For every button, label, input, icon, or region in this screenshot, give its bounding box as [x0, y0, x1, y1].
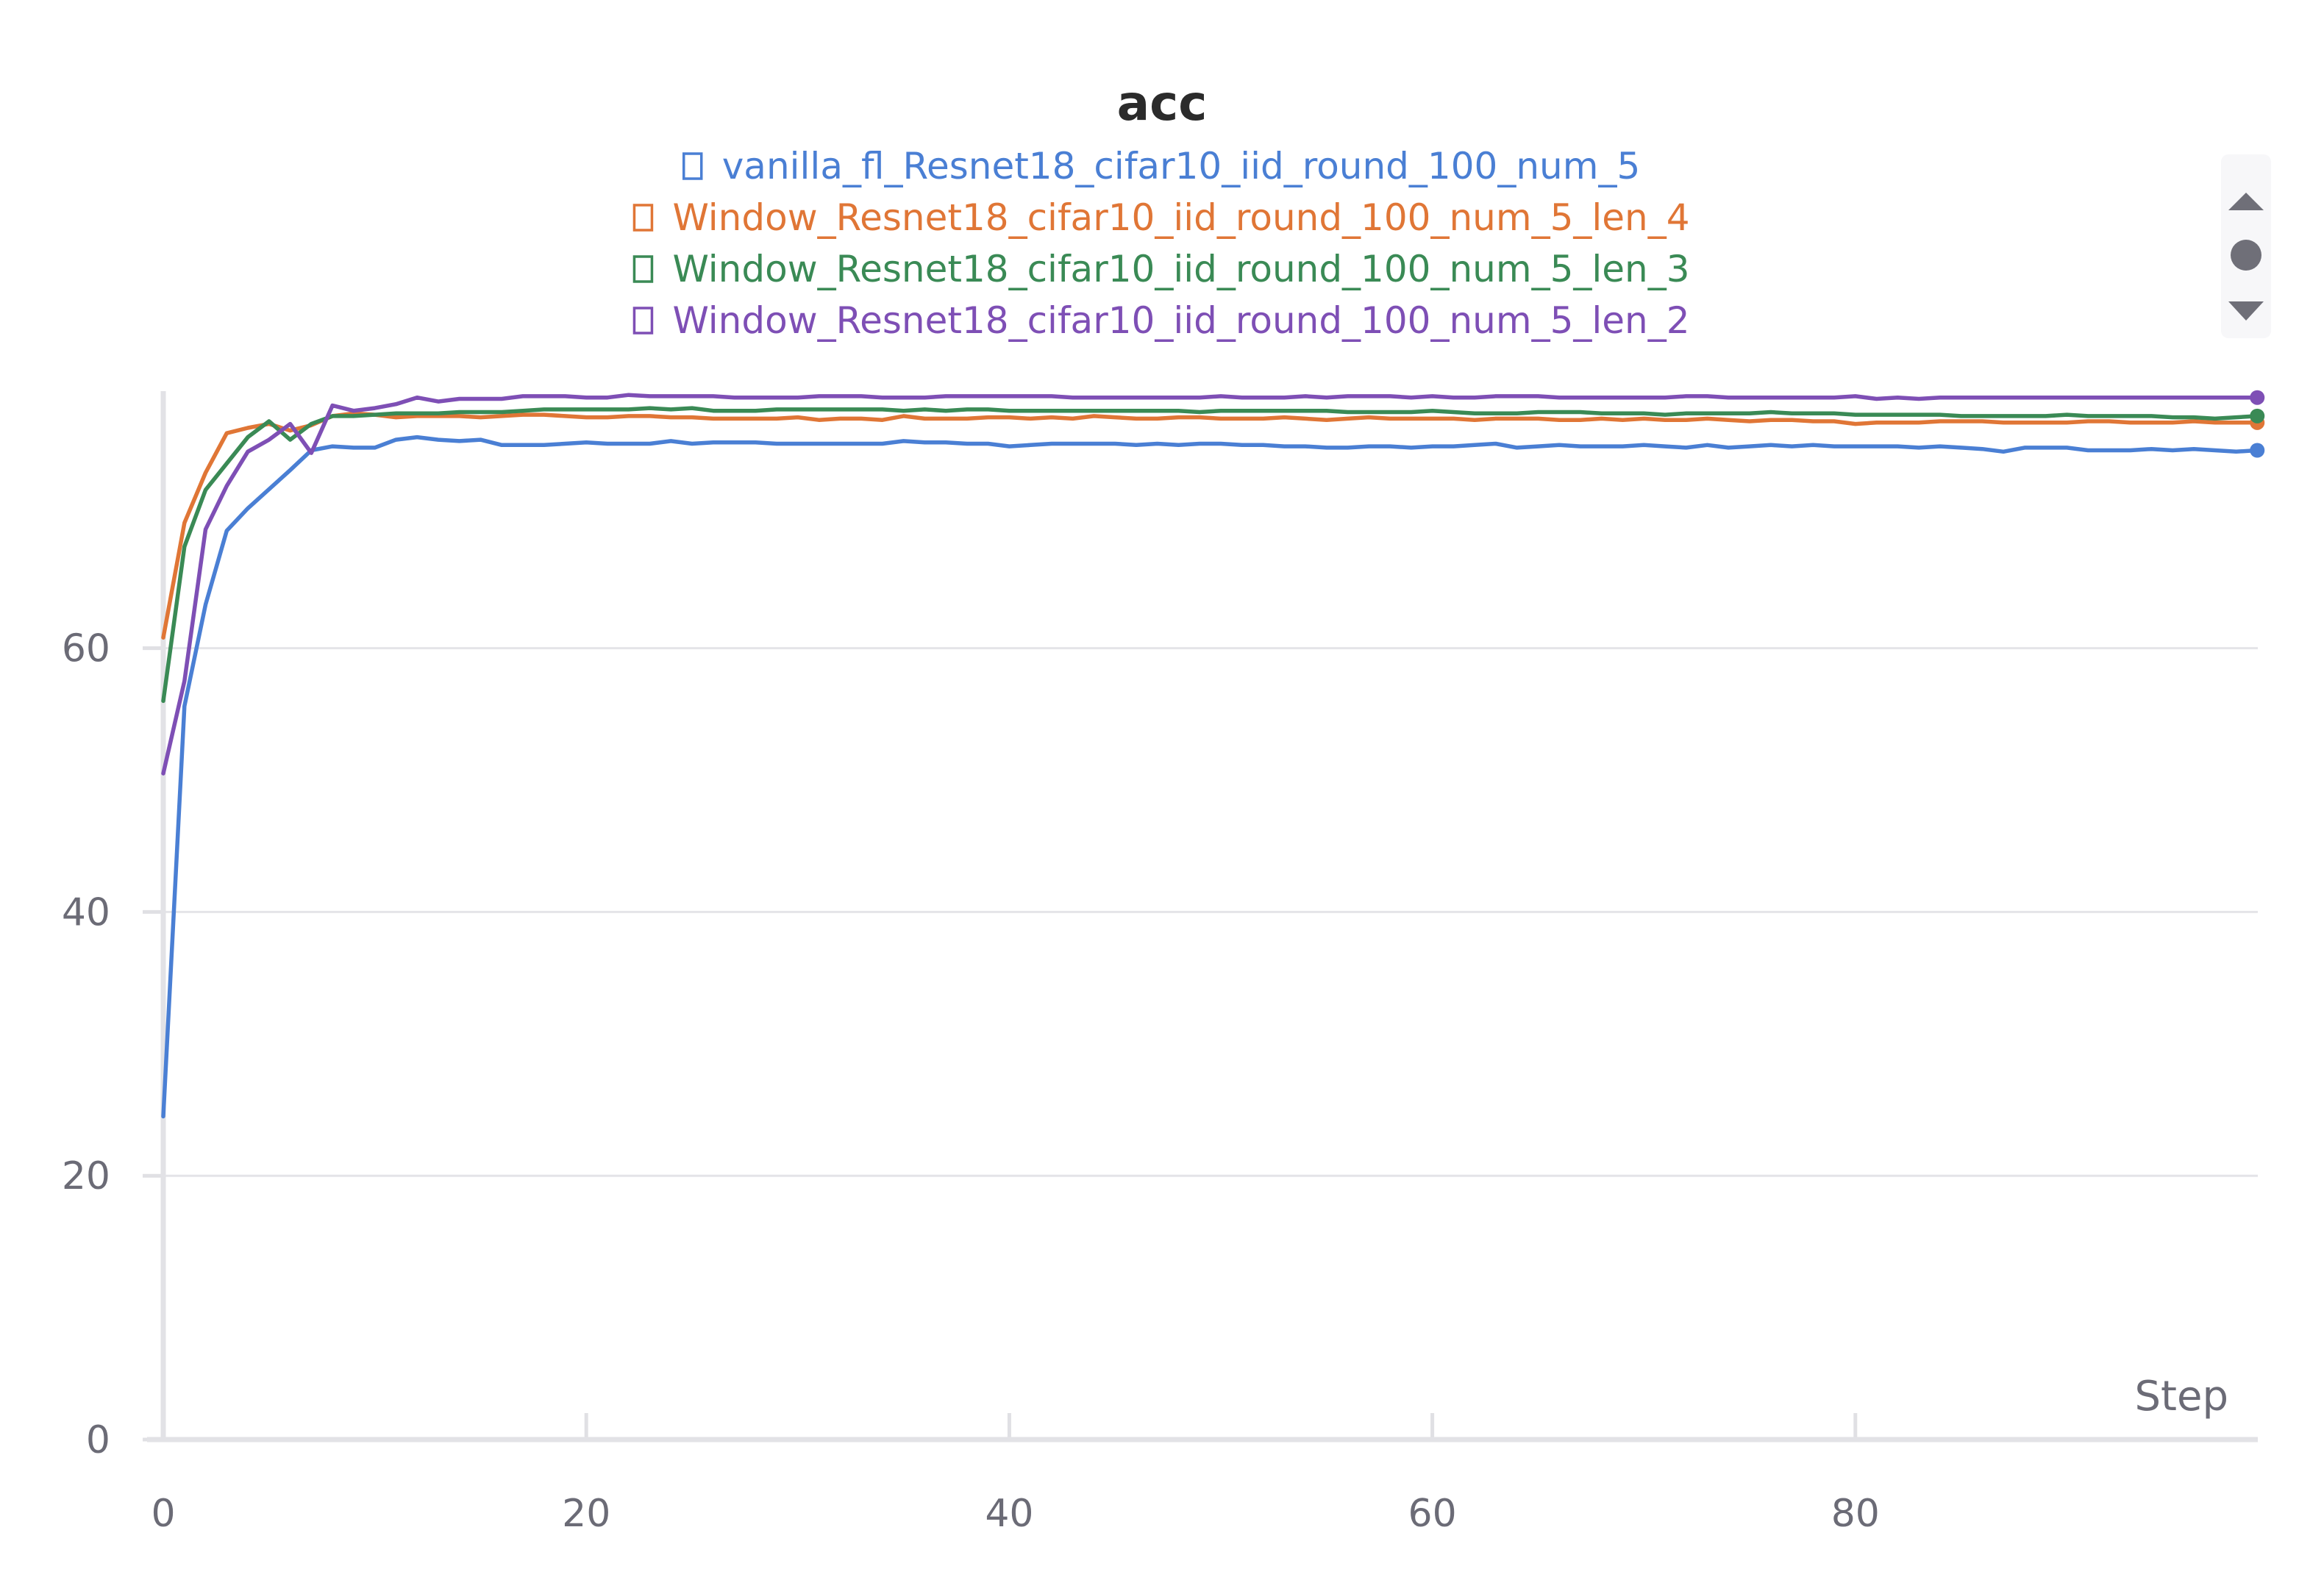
- axis-layer: 0 20 40 60 0 20 40 60 80: [62, 391, 2258, 1536]
- chart-title: acc: [1117, 75, 1208, 132]
- reset-icon[interactable]: [2231, 240, 2261, 271]
- scroll-up-icon[interactable]: [2228, 193, 2264, 210]
- y-tick-label: 0: [86, 1418, 110, 1462]
- legend-item-1: vanilla_fl_Resnet18_cifar10_iid_round_10…: [682, 145, 1641, 187]
- y-tick-label: 60: [62, 627, 110, 671]
- legend-swatch-1: [682, 152, 703, 180]
- x-tick-label: 60: [1408, 1492, 1457, 1536]
- series-line-4: [161, 393, 2259, 776]
- legend-label-1: vanilla_fl_Resnet18_cifar10_iid_round_10…: [722, 145, 1641, 187]
- legend-swatch-3: [632, 255, 654, 283]
- series-layer: [161, 393, 2259, 1119]
- x-axis-label: Step: [2134, 1373, 2228, 1420]
- legend: vanilla_fl_Resnet18_cifar10_iid_round_10…: [632, 145, 1690, 342]
- legend-label-4: Window_Resnet18_cifar10_iid_round_100_nu…: [672, 299, 1689, 342]
- legend-swatch-2: [632, 204, 654, 232]
- legend-item-2: Window_Resnet18_cifar10_iid_round_100_nu…: [632, 196, 1690, 239]
- series-line-3: [161, 406, 2259, 704]
- series-endpoint-4: [2250, 390, 2265, 405]
- endpoint-layer: [2250, 390, 2265, 458]
- series-endpoint-1: [2250, 443, 2265, 458]
- x-tick-label: 80: [1831, 1492, 1880, 1536]
- mode-controls: [2221, 154, 2271, 338]
- y-tick-label: 20: [62, 1154, 110, 1198]
- scroll-down-icon[interactable]: [2228, 301, 2264, 321]
- x-tick-label: 0: [151, 1492, 175, 1536]
- legend-swatch-4: [632, 307, 654, 335]
- x-tick-label: 40: [985, 1492, 1033, 1536]
- legend-label-2: Window_Resnet18_cifar10_iid_round_100_nu…: [672, 196, 1689, 239]
- grid-layer: [163, 647, 2258, 1177]
- y-tick-label: 40: [62, 890, 110, 934]
- series-line-2: [161, 411, 2259, 640]
- series-line-1: [161, 435, 2259, 1119]
- legend-item-4: Window_Resnet18_cifar10_iid_round_100_nu…: [632, 299, 1690, 342]
- legend-label-3: Window_Resnet18_cifar10_iid_round_100_nu…: [672, 248, 1689, 290]
- legend-item-3: Window_Resnet18_cifar10_iid_round_100_nu…: [632, 248, 1690, 290]
- x-tick-label: 20: [562, 1492, 610, 1536]
- series-endpoint-3: [2250, 408, 2265, 423]
